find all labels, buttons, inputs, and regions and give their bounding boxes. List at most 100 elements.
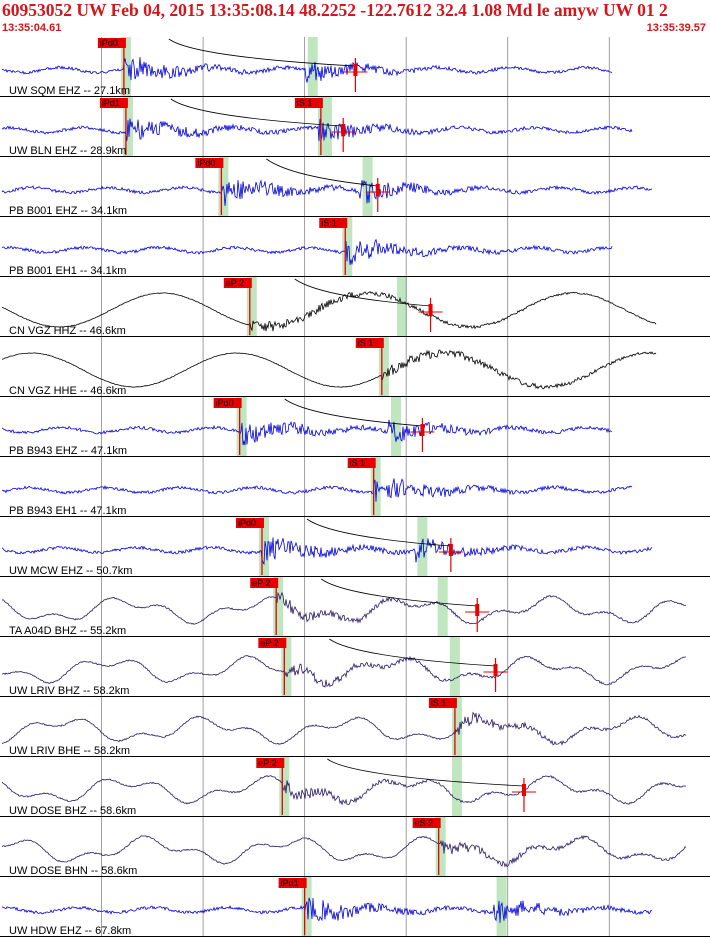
pick-label-box [99,98,128,108]
pick-label: iPd0 [100,38,118,48]
pick-label: eP 2 [226,278,244,288]
trace-label: UW LRIV BHZ -- 58.2km [9,685,129,697]
pick-label: eP 2 [258,758,276,768]
waveform [1,118,633,141]
pick-window [273,577,284,637]
waveform [1,349,657,390]
pick-label: iPd0 [216,398,234,408]
pick-window [417,517,428,577]
pick-window [451,697,462,757]
travel-curve [294,278,431,307]
pick-label-box [97,38,126,48]
pick-label: iPd1 [102,98,120,108]
pick-label-box [319,218,348,228]
travel-time-curves [168,38,524,787]
pick-label: iPd0 [238,518,256,528]
waveform [1,478,633,502]
pick-window [437,577,448,637]
waveform [1,711,687,746]
pick-window [451,757,462,817]
travel-curve [320,578,478,607]
travel-curve [266,158,378,187]
waveform [1,591,687,625]
pick-label: iPd0 [197,158,215,168]
travel-curve [284,398,423,427]
trace-label: PB B001 EH1 -- 34.1km [9,265,126,277]
pick-label-box [195,158,224,168]
travel-curve [306,518,451,547]
pick-label-box [412,818,441,828]
coda-marker-bar [420,424,425,436]
trace-label: CN VGZ HHZ -- 46.6km [9,325,126,337]
pick-label-box [223,278,252,288]
pick-window [258,517,269,577]
header-bar: 60953052 UW Feb 04, 2015 13:35:08.14 48.… [0,0,710,37]
event-title: 60953052 UW Feb 04, 2015 13:35:08.14 48.… [2,0,668,20]
coda-marker-bar [375,184,380,196]
trace-label: UW LRIV BHE -- 58.2km [9,745,130,757]
travel-curve [327,758,524,787]
pick-label: eP 2 [252,578,270,588]
waveform [1,655,687,688]
pick-label-box [213,398,242,408]
trace-labels: UW SQM EHZ -- 27.1km UW BLN EHZ -- 28.9km… [9,85,137,937]
travel-curve [170,98,344,127]
coda-marker-bar [353,64,358,76]
trace-label: UW DOSE BHN -- 58.6km [9,865,137,877]
traces [1,57,687,923]
trace-label: PB B943 EH1 -- 47.1km [9,505,126,517]
trace-label: UW SQM EHZ -- 27.1km [9,85,130,97]
pick-window [378,337,389,397]
travel-curve [329,638,496,667]
trace-label: CN VGZ HHE -- 46.6km [9,385,126,397]
pick-window [301,877,312,937]
pick-label-box [258,638,287,648]
pick-window [362,157,373,217]
pick-label-box [347,458,376,468]
pick-label-box [235,518,264,528]
seismogram-plot: iPd0 iPd1 iS 1 iPd0 iS 1 eP 2 iS 1 iPd0 iS 1 iPd0… [0,37,710,937]
trace-label: UW DOSE BHZ -- 58.6km [9,805,136,817]
waveform [1,774,687,806]
pick-window [246,277,257,337]
pick-label-box [294,98,323,108]
pick-label: iS 1 [431,698,447,708]
waveform [1,834,687,868]
waveform [1,537,653,566]
pick-window [281,637,292,697]
pick-label: iS 1 [358,338,374,348]
pick-label-box [428,698,457,708]
pick-label: eP 2 [260,638,278,648]
end-time: 13:35:39.57 [646,22,706,34]
coda-marker-bar [341,124,346,136]
coda-marker-bar [521,784,526,796]
pick-window [390,397,401,457]
coda-marker-bar [428,304,433,316]
pick-window [342,217,353,277]
waveform [1,238,613,265]
pick-label: iPd1 [281,878,299,888]
coda-marker-bar [493,664,498,676]
pick-label: iS 1 [350,458,366,468]
pick-window [435,817,446,877]
pick-label-box [355,338,384,348]
phase-picks: iPd0 iPd1 iS 1 iPd0 iS 1 eP 2 iS 1 iPd0 iS 1 iPd0… [97,38,536,935]
pick-label: iS 1 [321,218,337,228]
waveform [1,897,653,923]
waveform [1,291,657,332]
pick-label: iS 1 [297,98,313,108]
waveform [1,179,653,206]
coda-marker-bar [475,604,480,616]
travel-curve [168,38,356,67]
pick-label-box [256,758,285,768]
trace-label: PB B001 EHZ -- 34.1km [9,205,127,217]
trace-separators [0,96,710,937]
pick-window [449,637,460,697]
trace-label: UW BLN EHZ -- 28.9km [9,145,126,157]
waveform [1,419,613,446]
pick-label-box [278,878,307,888]
waveform [1,57,613,83]
trace-label: TA A04D BHZ -- 55.2km [9,625,126,637]
coda-marker-bar [448,544,453,556]
trace-label: UW HDW EHZ -- 67.8km [9,925,131,937]
